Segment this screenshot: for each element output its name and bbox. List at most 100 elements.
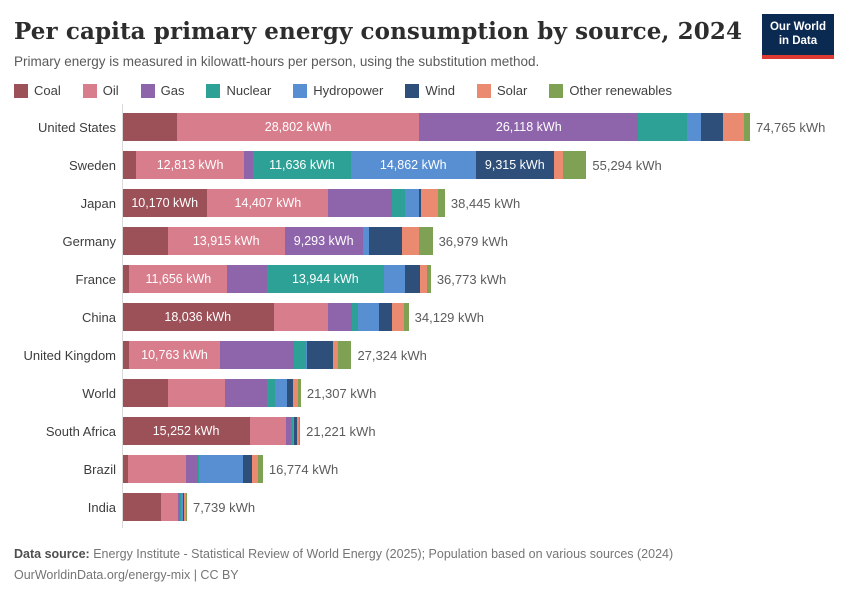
bar-segment-oil[interactable]: 14,407 kWh <box>207 189 329 217</box>
bar-segment-nuclear[interactable] <box>290 417 294 445</box>
bar-segment-oil[interactable]: 28,802 kWh <box>177 113 420 141</box>
bar-segment-coal[interactable] <box>122 455 128 483</box>
bar-segment-solar[interactable] <box>421 189 439 217</box>
bar-segment-coal[interactable] <box>122 227 168 255</box>
bar-segment-solar[interactable] <box>402 227 420 255</box>
bar-segment-coal[interactable]: 10,170 kWh <box>122 189 208 217</box>
bar-segment-other-renewables[interactable] <box>438 189 445 217</box>
bar-segment-hydropower[interactable] <box>383 265 405 293</box>
legend-item-oil[interactable]: Oil <box>82 83 119 98</box>
bar-segment-wind[interactable] <box>287 379 294 407</box>
bar-segment-other-renewables[interactable] <box>186 493 187 521</box>
bar-segment-nuclear[interactable] <box>294 341 307 369</box>
bar-segment-solar[interactable] <box>293 379 299 407</box>
bar-segment-oil[interactable] <box>167 379 226 407</box>
bar-segment-other-renewables[interactable] <box>299 417 301 445</box>
bar-segment-coal[interactable] <box>122 493 161 521</box>
bar-segment-hydropower[interactable] <box>405 189 419 217</box>
bar-segment-wind[interactable] <box>294 417 298 445</box>
bar-segment-other-renewables[interactable] <box>298 379 301 407</box>
bar-segment-oil[interactable] <box>250 417 286 445</box>
bar-segment-solar[interactable] <box>723 113 745 141</box>
bar-segment-coal[interactable] <box>122 379 168 407</box>
bar-segment-other-renewables[interactable] <box>404 303 409 331</box>
bar-segment-nuclear[interactable]: 11,636 kWh <box>253 151 351 179</box>
bar-segment-coal[interactable] <box>122 151 137 179</box>
bar-segment-nuclear[interactable]: 13,944 kWh <box>266 265 384 293</box>
bar-segment-hydropower[interactable] <box>362 227 369 255</box>
header-text: Per capita primary energy consumption by… <box>14 12 742 69</box>
legend-item-nuclear[interactable]: Nuclear <box>206 83 271 98</box>
bar-segment-gas[interactable] <box>328 303 352 331</box>
bar-segment-wind[interactable] <box>404 265 420 293</box>
bar-segment-gas[interactable] <box>227 265 267 293</box>
bar-segment-wind[interactable] <box>368 227 403 255</box>
bar-segment-solar[interactable] <box>392 303 405 331</box>
bar-segment-hydropower[interactable] <box>275 379 288 407</box>
bar-segment-other-renewables[interactable] <box>419 227 433 255</box>
bar-segment-gas[interactable] <box>185 455 198 483</box>
bar-segment-nuclear[interactable] <box>638 113 688 141</box>
bar-segment-other-renewables[interactable] <box>427 265 431 293</box>
legend-item-wind[interactable]: Wind <box>405 83 455 98</box>
legend-item-coal[interactable]: Coal <box>14 83 61 98</box>
legend-item-other-renewables[interactable]: Other renewables <box>549 83 672 98</box>
bar-segment-hydropower[interactable] <box>180 493 183 521</box>
bar-segment-gas[interactable] <box>225 379 268 407</box>
bar-segment-nuclear[interactable] <box>180 493 181 521</box>
bar-segment-solar[interactable] <box>333 341 339 369</box>
bar-segment-gas[interactable] <box>243 151 254 179</box>
bar-segment-nuclear[interactable] <box>267 379 276 407</box>
bar-segment-oil[interactable]: 10,763 kWh <box>129 341 220 369</box>
bar-segment-nuclear[interactable] <box>391 189 406 217</box>
bar-segment-gas[interactable]: 26,118 kWh <box>419 113 639 141</box>
bar-segment-wind[interactable] <box>700 113 724 141</box>
bar-segment-gas[interactable]: 9,293 kWh <box>284 227 363 255</box>
bar-segment-hydropower[interactable] <box>293 417 295 445</box>
bar-segment-nuclear[interactable] <box>198 455 199 483</box>
license-line[interactable]: OurWorldinData.org/energy-mix | CC BY <box>14 568 239 583</box>
bar-segment-solar[interactable] <box>419 265 428 293</box>
bar-segment-oil[interactable]: 12,813 kWh <box>136 151 244 179</box>
bar-segment-wind[interactable] <box>242 455 253 483</box>
bar-segment-wind[interactable] <box>418 189 422 217</box>
bar-segment-wind[interactable] <box>378 303 393 331</box>
bar-segment-wind[interactable] <box>306 341 334 369</box>
bar-segment-coal[interactable] <box>122 341 130 369</box>
bar-segment-other-renewables[interactable] <box>562 151 587 179</box>
bar-segment-other-renewables[interactable] <box>744 113 750 141</box>
bar-segment-oil[interactable]: 11,656 kWh <box>129 265 228 293</box>
bar-segment-coal[interactable] <box>122 265 130 293</box>
country-label: United States <box>37 119 116 135</box>
bar-segment-hydropower[interactable] <box>306 341 307 369</box>
bar-segment-oil[interactable] <box>273 303 329 331</box>
bar-segment-hydropower[interactable] <box>687 113 701 141</box>
bar-segment-oil[interactable]: 13,915 kWh <box>167 227 285 255</box>
bar-segment-solar[interactable] <box>553 151 563 179</box>
legend-item-gas[interactable]: Gas <box>140 83 184 98</box>
bar-segment-coal[interactable] <box>122 113 178 141</box>
bar-segment-other-renewables[interactable] <box>338 341 352 369</box>
country-label: Brazil <box>83 461 116 477</box>
bar-segment-hydropower[interactable] <box>358 303 379 331</box>
bar-segment-hydropower[interactable]: 14,862 kWh <box>350 151 476 179</box>
bar-segment-hydropower[interactable] <box>198 455 243 483</box>
bar-segment-coal[interactable]: 18,036 kWh <box>122 303 274 331</box>
bar-segment-other-renewables[interactable] <box>257 455 263 483</box>
legend-item-hydropower[interactable]: Hydropower <box>293 83 383 98</box>
bar-segment-solar[interactable] <box>184 493 187 521</box>
bar-segment-wind[interactable]: 9,315 kWh <box>475 151 554 179</box>
bar-segment-oil[interactable] <box>160 493 178 521</box>
bar-segment-solar[interactable] <box>252 455 258 483</box>
bar-segment-oil[interactable] <box>127 455 186 483</box>
legend-item-solar[interactable]: Solar <box>477 83 527 98</box>
bar-segment-wind[interactable] <box>182 493 185 521</box>
bar-segment-gas[interactable] <box>177 493 181 521</box>
legend-label: Oil <box>102 83 119 98</box>
bar-segment-nuclear[interactable] <box>351 303 359 331</box>
bar-segment-coal[interactable]: 15,252 kWh <box>122 417 251 445</box>
bar-segment-solar[interactable] <box>297 417 300 445</box>
bar-segment-gas[interactable] <box>285 417 291 445</box>
bar-segment-gas[interactable] <box>219 341 295 369</box>
bar-segment-gas[interactable] <box>328 189 392 217</box>
